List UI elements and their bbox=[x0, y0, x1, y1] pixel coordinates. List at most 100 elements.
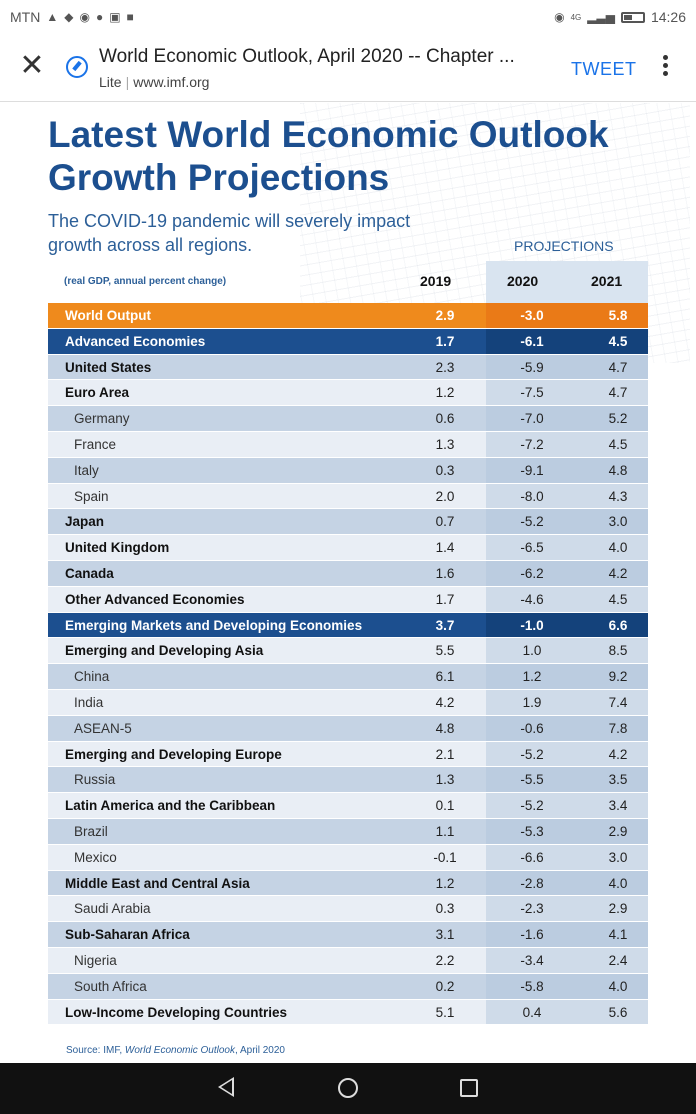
table-row: Russia 1.3 -5.5 3.5 bbox=[48, 767, 648, 794]
more-options-icon[interactable] bbox=[660, 52, 670, 82]
value-2019: 0.6 bbox=[435, 411, 455, 427]
row-label: Middle East and Central Asia bbox=[65, 875, 250, 891]
projections-label: PROJECTIONS bbox=[514, 238, 614, 254]
row-label: Emerging and Developing Asia bbox=[65, 643, 264, 659]
projection-band bbox=[486, 509, 648, 535]
projection-band bbox=[486, 922, 648, 947]
table-row: Mexico -0.1 -6.6 3.0 bbox=[48, 844, 648, 871]
clock: 14:26 bbox=[650, 9, 686, 25]
table-row: Italy 0.3 -9.1 4.8 bbox=[48, 457, 648, 484]
table-row: World Output 2.9 -3.0 5.8 bbox=[48, 303, 648, 329]
value-2019: 1.3 bbox=[435, 772, 455, 788]
row-label: Low-Income Developing Countries bbox=[65, 1004, 288, 1020]
value-2019: 2.3 bbox=[435, 359, 455, 375]
home-icon[interactable] bbox=[338, 1078, 358, 1098]
value-2020: -2.8 bbox=[520, 875, 544, 891]
domain-label: www.imf.org bbox=[133, 74, 210, 90]
row-label: Russia bbox=[74, 772, 116, 788]
projection-band bbox=[486, 535, 648, 560]
value-2020: -5.2 bbox=[520, 798, 544, 814]
value-2021: 5.6 bbox=[608, 1004, 628, 1020]
table-row: Japan 0.7 -5.2 3.0 bbox=[48, 509, 648, 536]
value-2019: 0.1 bbox=[435, 798, 455, 814]
source-note: Source: IMF, World Economic Outlook, Apr… bbox=[66, 1045, 285, 1056]
row-label: Emerging and Developing Europe bbox=[65, 746, 282, 762]
projection-band bbox=[486, 689, 648, 715]
value-2019: 5.1 bbox=[435, 1004, 455, 1020]
projection-band bbox=[486, 767, 648, 793]
value-2021: 5.2 bbox=[608, 411, 628, 427]
table-row: Middle East and Central Asia 1.2 -2.8 4.0 bbox=[48, 870, 648, 897]
value-2020: -3.0 bbox=[520, 308, 544, 323]
unit-label: (real GDP, annual percent change) bbox=[64, 276, 227, 287]
value-2021: 4.1 bbox=[608, 927, 628, 943]
infographic-title: Latest World Economic Outlook Growth Pro… bbox=[48, 114, 609, 198]
value-2019: 5.5 bbox=[435, 643, 455, 659]
value-2020: -3.4 bbox=[520, 952, 544, 968]
column-header-2019: 2019 bbox=[420, 273, 452, 289]
projection-band bbox=[486, 896, 648, 922]
value-2019: 2.1 bbox=[435, 746, 455, 762]
value-2020: -5.9 bbox=[520, 359, 544, 375]
lite-mode-icon[interactable] bbox=[66, 56, 88, 78]
network-type: 4G bbox=[570, 12, 582, 22]
value-2020: -1.6 bbox=[520, 927, 544, 943]
signal-icon: ▂▃▅ bbox=[587, 10, 615, 24]
table-row: Spain 2.0 -8.0 4.3 bbox=[48, 483, 648, 510]
value-2019: 1.7 bbox=[435, 591, 455, 607]
projection-band bbox=[486, 354, 648, 380]
value-2021: 4.0 bbox=[608, 978, 628, 994]
table-row: Advanced Economies 1.7 -6.1 4.5 bbox=[48, 328, 648, 355]
flipboard-icon: ▣ bbox=[109, 10, 121, 24]
value-2020: -4.6 bbox=[520, 591, 544, 607]
back-icon[interactable] bbox=[218, 1077, 234, 1097]
row-label: Emerging Markets and Developing Economie… bbox=[65, 617, 363, 633]
row-label: Brazil bbox=[74, 823, 108, 839]
projection-band bbox=[486, 793, 648, 818]
value-2019: 1.4 bbox=[435, 540, 455, 556]
value-2020: -5.2 bbox=[520, 514, 544, 530]
status-bar-right: ◉ 4G ▂▃▅ 14:26 bbox=[554, 9, 686, 25]
value-2021: 3.0 bbox=[608, 849, 628, 865]
close-icon[interactable]: ✕ bbox=[19, 49, 45, 82]
value-2021: 7.8 bbox=[608, 720, 628, 736]
value-2021: 4.0 bbox=[608, 875, 628, 891]
value-2021: 4.5 bbox=[608, 436, 628, 452]
row-label: France bbox=[74, 436, 117, 452]
value-2019: -0.1 bbox=[433, 849, 457, 865]
projection-band bbox=[486, 586, 648, 612]
value-2021: 4.2 bbox=[608, 746, 628, 762]
row-label: Canada bbox=[65, 565, 114, 581]
projection-band bbox=[486, 457, 648, 483]
value-2019: 1.3 bbox=[435, 436, 455, 452]
table-row: Latin America and the Caribbean 0.1 -5.2 3.… bbox=[48, 793, 648, 819]
value-2020: -7.2 bbox=[520, 436, 544, 452]
row-label: Euro Area bbox=[65, 385, 130, 401]
table-row: Low-Income Developing Countries 5.1 0.4 5.6 bbox=[48, 999, 648, 1026]
value-2019: 1.1 bbox=[435, 823, 455, 839]
value-2019: 0.7 bbox=[435, 514, 455, 530]
twitter-icon: ◆ bbox=[64, 10, 74, 24]
value-2021: 2.4 bbox=[608, 952, 628, 968]
value-2020: -5.3 bbox=[520, 823, 544, 839]
projection-band bbox=[486, 560, 648, 586]
table-row: China 6.1 1.2 9.2 bbox=[48, 664, 648, 690]
recent-apps-icon[interactable] bbox=[460, 1079, 478, 1097]
value-2020: -5.8 bbox=[520, 978, 544, 994]
value-2020: 1.9 bbox=[522, 694, 542, 710]
projection-band bbox=[486, 741, 648, 767]
row-label: Japan bbox=[65, 514, 105, 530]
value-2019: 4.2 bbox=[435, 694, 455, 710]
tweet-button[interactable]: TWEET bbox=[571, 59, 637, 79]
table-row: United States 2.3 -5.9 4.7 bbox=[48, 354, 648, 381]
table-row: Germany 0.6 -7.0 5.2 bbox=[48, 406, 648, 432]
value-2021: 4.2 bbox=[608, 565, 628, 581]
value-2021: 6.6 bbox=[608, 617, 628, 633]
value-2020: 1.2 bbox=[522, 669, 542, 685]
value-2019: 2.0 bbox=[435, 488, 455, 504]
value-2021: 4.5 bbox=[608, 333, 628, 349]
infographic: Latest World Economic Outlook Growth Pro… bbox=[0, 103, 696, 1063]
value-2021: 3.5 bbox=[608, 772, 628, 788]
projection-band bbox=[486, 380, 648, 406]
value-2020: -0.6 bbox=[520, 720, 544, 736]
